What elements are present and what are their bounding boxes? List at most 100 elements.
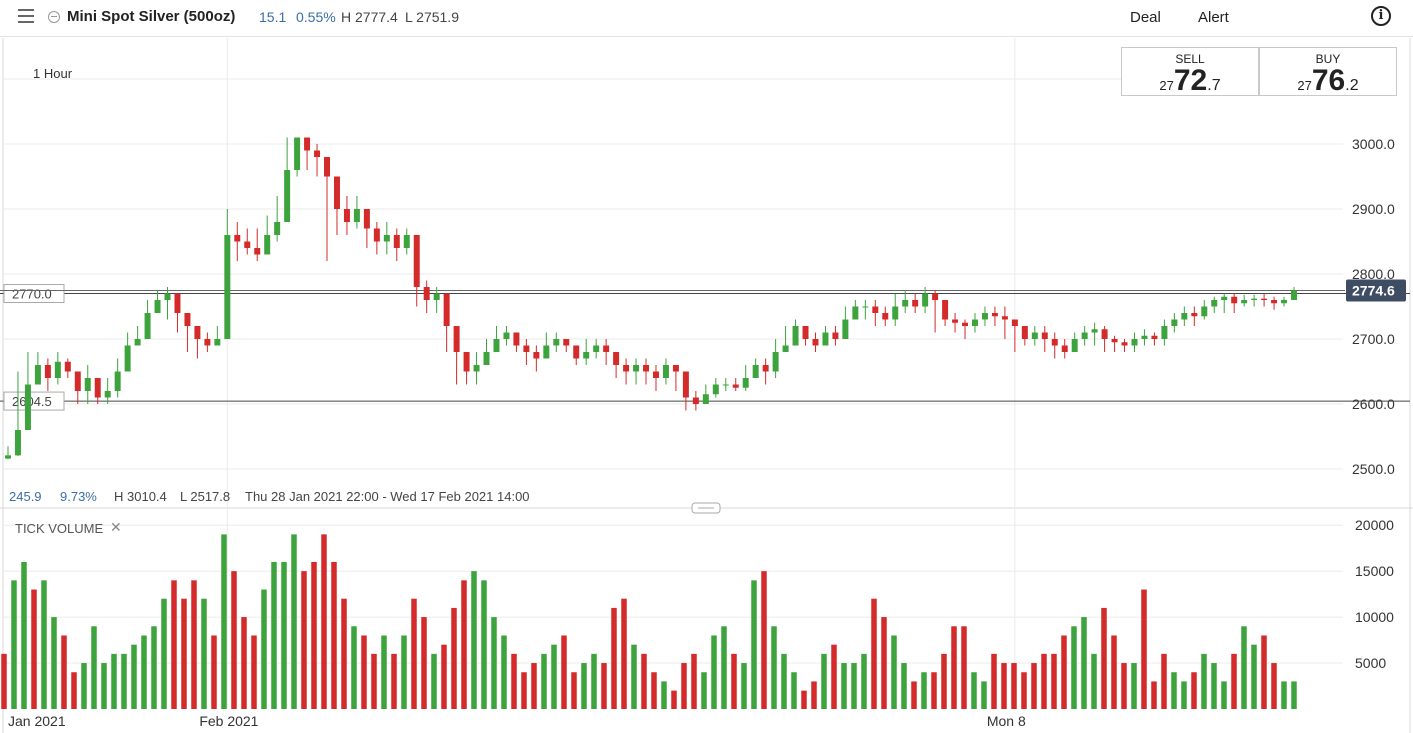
candle	[892, 306, 899, 320]
info-icon[interactable]: i	[1371, 6, 1391, 26]
volume-bar	[771, 626, 777, 709]
volume-bar	[761, 571, 767, 709]
candle	[553, 339, 560, 346]
volume-bar	[1211, 663, 1217, 709]
y-tick-label: 2800.0	[1352, 266, 1395, 282]
candle	[1221, 296, 1228, 300]
candle	[104, 391, 111, 398]
volume-bar	[831, 644, 837, 709]
volume-bar	[1041, 653, 1047, 709]
candle	[174, 293, 181, 313]
candle	[1151, 335, 1158, 339]
y-tick-label: 3000.0	[1352, 136, 1395, 152]
price-level-tag[interactable]	[3, 284, 65, 303]
volume-bar	[51, 617, 57, 709]
sell-price-prefix: 27	[1159, 78, 1174, 93]
volume-bar	[41, 580, 47, 709]
volume-bar	[701, 672, 707, 709]
volume-bar	[851, 663, 857, 709]
volume-bar	[1171, 672, 1177, 709]
range-low: L 2517.8	[180, 489, 231, 504]
volume-bar	[911, 681, 917, 709]
volume-bar	[581, 663, 587, 709]
sell-button[interactable]: SELL 2772.7	[1121, 47, 1259, 97]
volume-bar	[511, 653, 517, 709]
candle	[1091, 329, 1098, 333]
volume-bar	[601, 663, 607, 709]
volume-bar	[61, 635, 67, 709]
volume-bar	[11, 580, 17, 709]
candle	[1271, 300, 1278, 304]
price-level-label: 2770.0	[12, 287, 52, 302]
volume-bar	[711, 635, 717, 709]
volume-bar	[261, 589, 267, 709]
candle	[1161, 326, 1168, 339]
candle	[662, 365, 669, 378]
volume-bar	[81, 663, 87, 709]
volume-bar	[1021, 672, 1027, 709]
volume-bar	[621, 598, 627, 709]
volume-bar	[1111, 635, 1117, 709]
volume-bar	[741, 663, 747, 709]
candle	[1181, 313, 1188, 320]
price-level-label: 2604.5	[12, 394, 52, 409]
candle	[962, 322, 969, 326]
volume-bar	[391, 653, 397, 709]
last-price-tag	[1346, 279, 1406, 302]
x-tick-label: Jan 2021	[8, 713, 66, 729]
candle	[583, 352, 590, 359]
candle	[254, 248, 261, 255]
session-low: L 2751.9	[405, 9, 459, 25]
volume-bar	[961, 626, 967, 709]
candle	[682, 371, 689, 398]
candle	[1051, 339, 1058, 346]
y-tick-label: 2900.0	[1352, 201, 1395, 217]
volume-bar	[221, 534, 227, 709]
candle	[14, 430, 21, 456]
candle	[593, 345, 600, 352]
volume-bar	[431, 653, 437, 709]
candle	[1201, 306, 1208, 317]
volume-bar	[541, 653, 547, 709]
hamburger-menu-icon[interactable]	[18, 9, 34, 23]
candle	[563, 339, 570, 346]
volume-bar	[1221, 681, 1227, 709]
candle	[363, 209, 370, 229]
last-price-label: 2774.6	[1352, 283, 1395, 299]
volume-bar	[941, 653, 947, 709]
candle	[533, 352, 540, 359]
volume-panel-label: TICK VOLUME	[15, 521, 104, 536]
candle	[204, 339, 211, 346]
deal-button[interactable]: Deal	[1130, 9, 1161, 26]
candle	[54, 361, 61, 378]
sell-price-main: 72	[1173, 64, 1208, 97]
candle	[543, 345, 550, 359]
buy-price-prefix: 27	[1297, 78, 1312, 93]
candle	[952, 319, 959, 323]
volume-bar	[421, 617, 427, 709]
volume-bar	[241, 617, 247, 709]
range-high: H 3010.4	[114, 489, 167, 504]
volume-bar	[691, 653, 697, 709]
candle	[413, 235, 420, 287]
buy-button[interactable]: BUY 2776.2	[1259, 47, 1397, 97]
candle	[423, 287, 430, 300]
candle	[812, 339, 819, 346]
volume-bar	[901, 663, 907, 709]
volume-bar	[1031, 663, 1037, 709]
volume-bar	[571, 672, 577, 709]
candle	[74, 371, 81, 391]
volume-bar	[791, 672, 797, 709]
volume-bar	[231, 571, 237, 709]
timeframe-label[interactable]: 1 Hour	[33, 66, 73, 81]
volume-bar	[921, 672, 927, 709]
volume-bar	[501, 635, 507, 709]
volume-bar	[191, 580, 197, 709]
collapse-icon[interactable]	[48, 11, 60, 23]
volume-bar	[821, 653, 827, 709]
price-level-tag[interactable]	[3, 391, 65, 411]
close-icon[interactable]: ✕	[110, 519, 122, 535]
volume-bar	[401, 635, 407, 709]
alert-button[interactable]: Alert	[1198, 9, 1229, 26]
